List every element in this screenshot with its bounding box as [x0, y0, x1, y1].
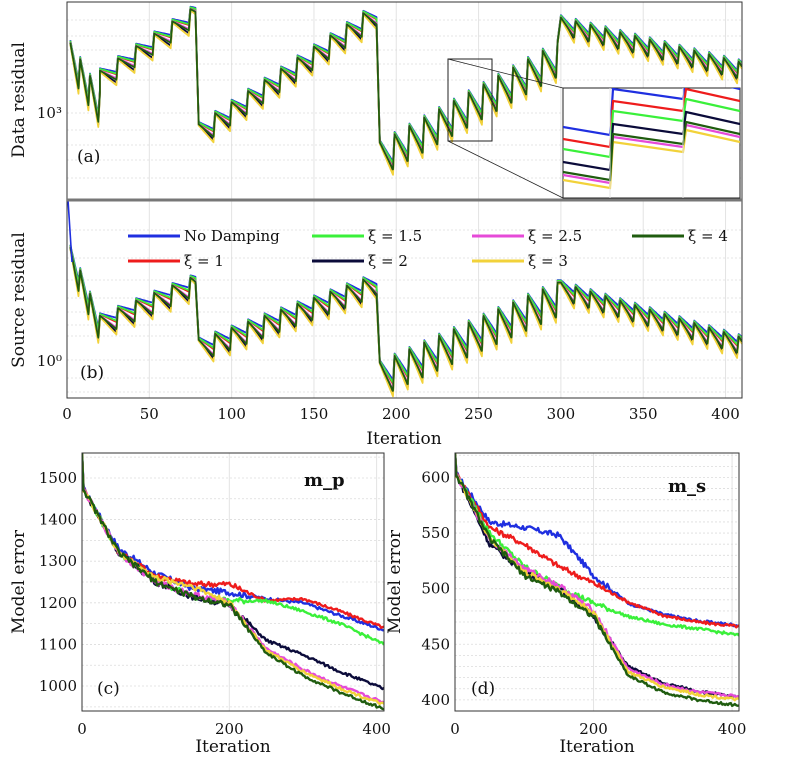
- panel-c-title: m_p: [304, 470, 345, 491]
- xtick-label: 200: [579, 720, 608, 738]
- xtick-label: 300: [547, 405, 576, 423]
- xtick-label: 0: [77, 720, 87, 738]
- xtick-label: 400: [718, 720, 747, 738]
- xtick-label: 250: [464, 405, 493, 423]
- axis-ticks: 0 50 100 150 200 250 300 350 400 1000 1100 1200 1300…: [39, 405, 747, 738]
- ytick-label: 1000: [39, 677, 77, 695]
- panel-b-xlabel: Iteration: [366, 429, 441, 449]
- panel-d-frame: [454, 452, 740, 712]
- ytick-label: 550: [421, 524, 450, 542]
- xtick-label: 50: [140, 405, 159, 423]
- panel-c-frame: [81, 452, 385, 712]
- legend-label: No Damping: [184, 227, 280, 245]
- panel-b-label: (b): [80, 363, 104, 383]
- legend-label: ξ = 4: [688, 227, 728, 245]
- ytick-label: 1200: [39, 594, 77, 612]
- inset-line-xi4: [563, 120, 740, 182]
- panel-a-ytick-label: 10³: [37, 104, 62, 122]
- series-line-xi4: [455, 453, 739, 707]
- ytick-label: 450: [421, 635, 450, 653]
- inset-line-xi2.5: [563, 123, 740, 185]
- xtick-label: 200: [215, 720, 244, 738]
- inset-connector-bottom: [447, 140, 564, 199]
- legend-label: ξ = 2.5: [528, 227, 582, 245]
- legend-label: ξ = 1: [184, 252, 224, 270]
- legend-label: ξ = 3: [528, 252, 568, 270]
- legend-label: ξ = 1.5: [368, 227, 422, 245]
- inset-connector-top: [447, 58, 564, 89]
- inset-source-box: [447, 58, 493, 142]
- series-line-xi1.5: [69, 6, 742, 165]
- legend-label: ξ = 2: [368, 252, 408, 270]
- series-line-xi4: [82, 453, 384, 711]
- xtick-label: 350: [629, 405, 658, 423]
- ytick-label: 500: [421, 580, 450, 598]
- panel-d-label: (d): [471, 679, 495, 699]
- xtick-label: 150: [300, 405, 329, 423]
- series-line-xi1: [455, 453, 739, 629]
- xtick-label: 400: [362, 720, 391, 738]
- panel-b-ytick-label: 10⁰: [37, 352, 62, 370]
- inset-lines: [563, 88, 740, 198]
- series-line-xi4: [69, 8, 742, 171]
- ytick-label: 600: [421, 468, 450, 486]
- ytick-label: 1300: [39, 552, 77, 570]
- panel-b-lines: [67, 200, 742, 398]
- panel-d-ylabel: Model error: [385, 529, 405, 634]
- series-line-xi4: [69, 246, 742, 392]
- panel-d-title: m_s: [668, 476, 706, 497]
- inset-line-xi2: [563, 110, 740, 172]
- panel-c-lines: [82, 453, 384, 711]
- panel-a-ylabel: Data residual: [9, 42, 29, 158]
- panel-c-xlabel: Iteration: [195, 737, 270, 757]
- xtick-label: 200: [382, 405, 411, 423]
- legend: No Damping ξ = 1.5 ξ = 2.5 ξ = 4 ξ = 1 ξ = 2 ξ…: [128, 227, 728, 270]
- series-line-xi1.5: [69, 245, 742, 384]
- xtick-label: 400: [711, 405, 740, 423]
- inset-line-No Damping: [563, 88, 740, 137]
- series-line-xi3: [69, 248, 742, 398]
- panel-a-lines: [69, 5, 742, 176]
- ytick-label: 400: [421, 691, 450, 709]
- series-line-xi2: [69, 8, 742, 173]
- xtick-label: 100: [217, 405, 246, 423]
- ytick-label: 1100: [39, 635, 77, 653]
- inset-line-xi3: [563, 128, 740, 190]
- panel-c-ylabel: Model error: [9, 529, 29, 634]
- ytick-label: 1400: [39, 511, 77, 529]
- inset-line-xi1: [563, 88, 740, 149]
- panel-b-grid: [67, 200, 742, 398]
- xtick-label: 0: [62, 405, 72, 423]
- series-line-xi3: [69, 9, 742, 176]
- inset-line-xi1.5: [563, 97, 740, 159]
- series-line-No Damping: [69, 244, 742, 381]
- xtick-label: 0: [450, 720, 460, 738]
- ytick-label: 1500: [39, 469, 77, 487]
- panel-b-ylabel: Source residual: [9, 232, 29, 368]
- panel-d-xlabel: Iteration: [559, 737, 634, 757]
- panel-a-label: (a): [77, 147, 100, 167]
- initial-spike: [67, 200, 73, 263]
- panel-d-lines: [455, 453, 739, 707]
- panel-c-label: (c): [97, 679, 120, 699]
- series-line-xi1.5: [455, 453, 739, 637]
